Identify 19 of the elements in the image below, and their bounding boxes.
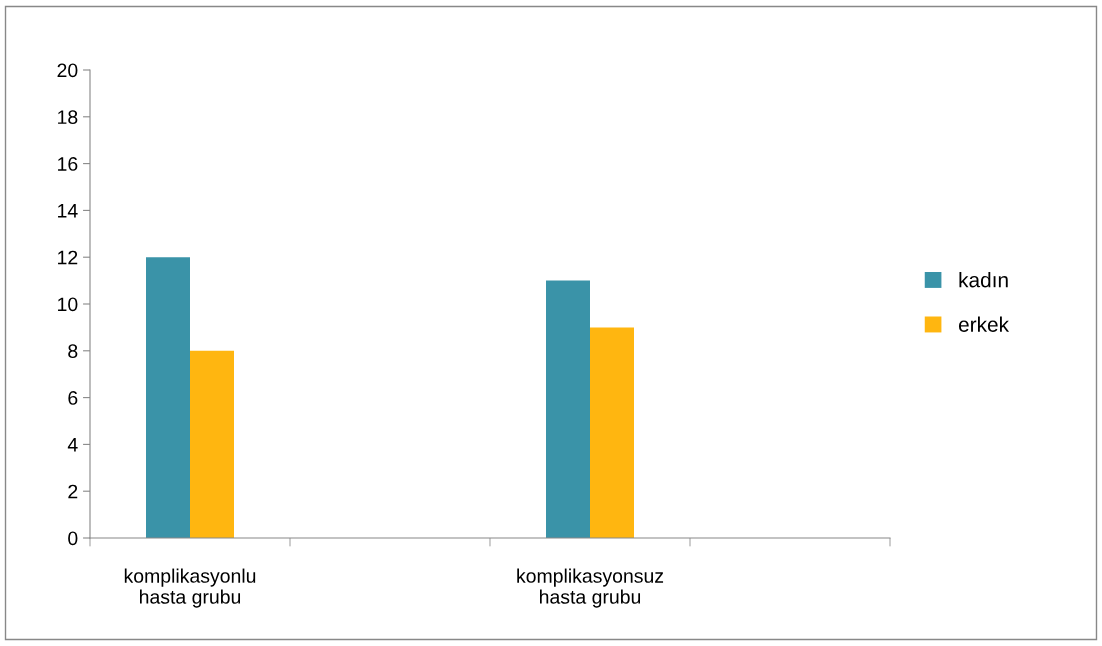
x-tick-label: komplikasyonsuz hasta grubu [517,568,664,608]
y-tick-label: 20 [57,63,78,78]
y-tick-label: 12 [58,250,78,265]
y-tick-label: 8 [68,344,78,359]
legend-label: kadın [959,272,1008,288]
bar [190,350,234,538]
y-tick-label: 2 [68,484,78,499]
bar [590,327,634,538]
y-tick-label: 14 [58,204,78,218]
legend-label: erkek [958,316,1010,332]
y-tick-label: 4 [67,438,78,452]
y-tick-label: 10 [58,297,78,312]
y-tick-label: 6 [68,391,78,405]
y-tick-label: 18 [58,110,78,125]
bar [146,257,190,538]
y-tick-label: 16 [58,157,78,171]
x-tick-label: komplikasyonlu hasta grubu [124,568,256,608]
bar [546,280,590,538]
y-tick-label: 0 [68,531,78,546]
